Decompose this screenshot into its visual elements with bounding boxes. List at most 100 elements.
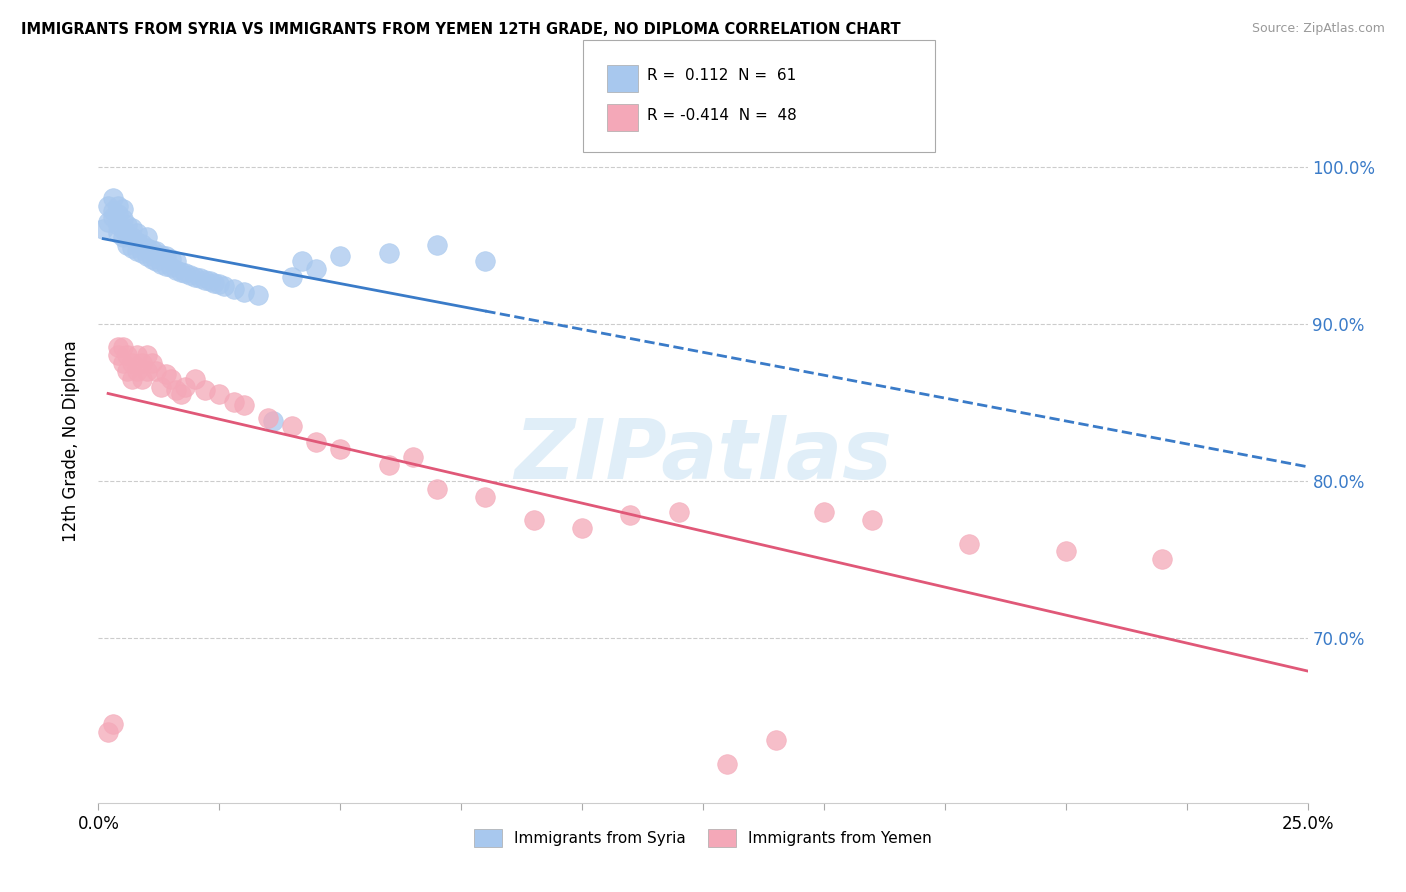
Point [290,253,312,268]
Point [208,387,231,401]
Point [194,383,217,397]
Y-axis label: 12th Grade, No Diploma: 12th Grade, No Diploma [62,341,80,542]
Text: Source: ZipAtlas.com: Source: ZipAtlas.com [1251,22,1385,36]
Point [169,387,191,401]
Point [668,505,690,519]
Point [232,285,254,300]
Point [107,207,129,221]
Point [117,364,139,378]
Point [305,434,328,449]
Point [377,458,399,472]
Point [174,379,197,393]
Point [222,282,245,296]
Point [619,508,641,523]
Point [184,372,207,386]
Point [107,226,129,240]
Point [160,260,183,275]
Point [135,348,157,362]
Point [247,288,270,302]
Point [101,203,124,218]
Text: ZIPatlas: ZIPatlas [515,416,891,497]
Point [101,717,124,731]
Point [121,230,143,244]
Point [155,249,177,263]
Point [135,230,157,244]
Point [474,253,496,268]
Point [150,257,173,271]
Point [523,513,546,527]
Point [184,269,207,284]
Point [117,238,139,252]
Point [256,411,278,425]
Point [135,364,157,378]
Point [957,536,980,550]
Point [97,199,120,213]
Point [169,265,191,279]
Point [165,383,187,397]
Point [145,244,167,259]
Legend: Immigrants from Syria, Immigrants from Yemen: Immigrants from Syria, Immigrants from Y… [468,823,938,853]
Point [765,733,787,747]
Point [155,259,177,273]
Point [571,521,593,535]
Point [127,348,149,362]
Point [426,482,449,496]
Point [160,372,183,386]
Point [150,247,173,261]
Point [111,202,134,216]
Point [160,252,183,267]
Point [91,222,114,236]
Point [426,238,449,252]
Point [127,364,149,378]
Text: IMMIGRANTS FROM SYRIA VS IMMIGRANTS FROM YEMEN 12TH GRADE, NO DIPLOMA CORRELATIO: IMMIGRANTS FROM SYRIA VS IMMIGRANTS FROM… [21,22,901,37]
Point [141,243,163,257]
Point [281,269,304,284]
Point [111,230,134,244]
Point [329,249,352,263]
Point [111,340,134,354]
Point [107,199,129,213]
Point [135,249,157,263]
Point [117,348,139,362]
Point [107,218,129,232]
Point [1152,552,1174,566]
Point [204,276,226,290]
Point [117,228,139,243]
Point [121,221,143,235]
Point [97,214,120,228]
Point [121,356,143,370]
Point [131,372,153,386]
Point [101,191,124,205]
Point [127,235,149,249]
Point [107,348,129,362]
Point [329,442,352,457]
Point [262,414,284,428]
Point [165,263,187,277]
Point [127,244,149,259]
Point [127,226,149,240]
Point [101,210,124,224]
Text: R =  0.112  N =  61: R = 0.112 N = 61 [647,69,796,83]
Point [194,273,217,287]
Point [377,246,399,260]
Point [212,279,235,293]
Point [121,241,143,255]
Point [155,367,177,381]
Point [281,418,304,433]
Point [305,261,328,276]
Point [232,399,254,413]
Point [131,236,153,251]
Point [117,218,139,232]
Point [141,356,163,370]
Point [135,241,157,255]
Point [131,246,153,260]
Point [111,356,134,370]
Point [208,277,231,292]
Point [174,267,197,281]
Point [198,274,221,288]
Point [121,372,143,386]
Point [150,379,173,393]
Text: R = -0.414  N =  48: R = -0.414 N = 48 [647,108,797,122]
Point [107,340,129,354]
Point [131,356,153,370]
